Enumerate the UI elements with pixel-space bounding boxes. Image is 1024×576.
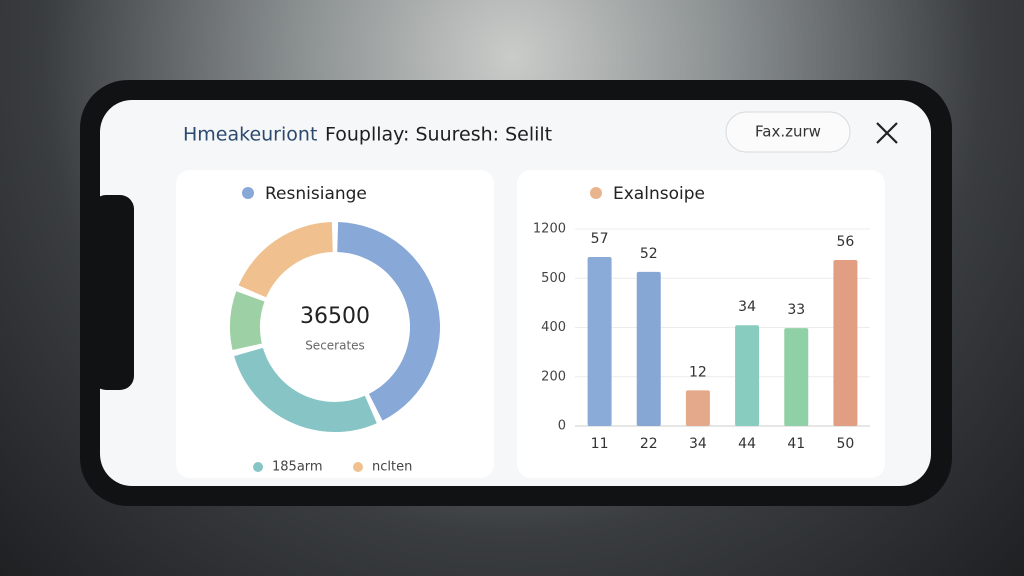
data-label: 57 xyxy=(591,231,609,247)
center-label: Secerates xyxy=(305,339,365,353)
legend-dot xyxy=(253,462,263,472)
title: Foupllay: Suuresh: Selilt xyxy=(325,124,552,146)
card-title: Resnisiange xyxy=(265,184,367,204)
bar xyxy=(784,328,809,426)
data-label: 34 xyxy=(738,299,756,315)
close-icon[interactable] xyxy=(876,122,898,144)
y-tick-label: 500 xyxy=(541,271,566,286)
card xyxy=(176,170,494,478)
x-tick-label: 44 xyxy=(738,436,756,452)
button[interactable] xyxy=(725,111,851,153)
bar xyxy=(685,390,710,426)
bar xyxy=(833,259,858,426)
y-tick-label: 1200 xyxy=(533,222,566,237)
center-value: 36500 xyxy=(300,304,370,329)
notch xyxy=(92,195,134,390)
donut-segment xyxy=(230,291,265,351)
bar xyxy=(735,325,760,426)
card-title: Exalnsoipe xyxy=(613,184,705,204)
y-tick-label: 400 xyxy=(541,320,566,335)
legend-dot xyxy=(353,462,363,472)
x-tick-label: 34 xyxy=(689,436,707,452)
card xyxy=(517,170,885,478)
legend-label: nclten xyxy=(372,460,412,475)
legend-label: 185arm xyxy=(272,460,323,475)
bar xyxy=(636,271,661,426)
legend-dot xyxy=(242,187,254,199)
bar xyxy=(587,257,612,426)
x-tick-label: 22 xyxy=(640,436,658,452)
data-label: 56 xyxy=(837,234,855,250)
data-label: 12 xyxy=(689,364,707,380)
legend-dot xyxy=(590,187,602,199)
y-tick-label: 0 xyxy=(558,419,566,434)
data-label: 33 xyxy=(787,302,805,318)
data-label: 52 xyxy=(640,246,658,262)
title-lead: Hmeakeuriont xyxy=(183,124,317,146)
y-tick-label: 200 xyxy=(541,369,566,384)
donut-segment xyxy=(234,347,377,432)
x-tick-label: 11 xyxy=(591,436,609,452)
x-tick-label: 50 xyxy=(837,436,855,452)
button-label[interactable]: Fax.zurw xyxy=(755,123,821,141)
x-tick-label: 41 xyxy=(787,436,805,452)
donut-segment xyxy=(238,222,333,298)
donut-segment xyxy=(337,222,441,421)
